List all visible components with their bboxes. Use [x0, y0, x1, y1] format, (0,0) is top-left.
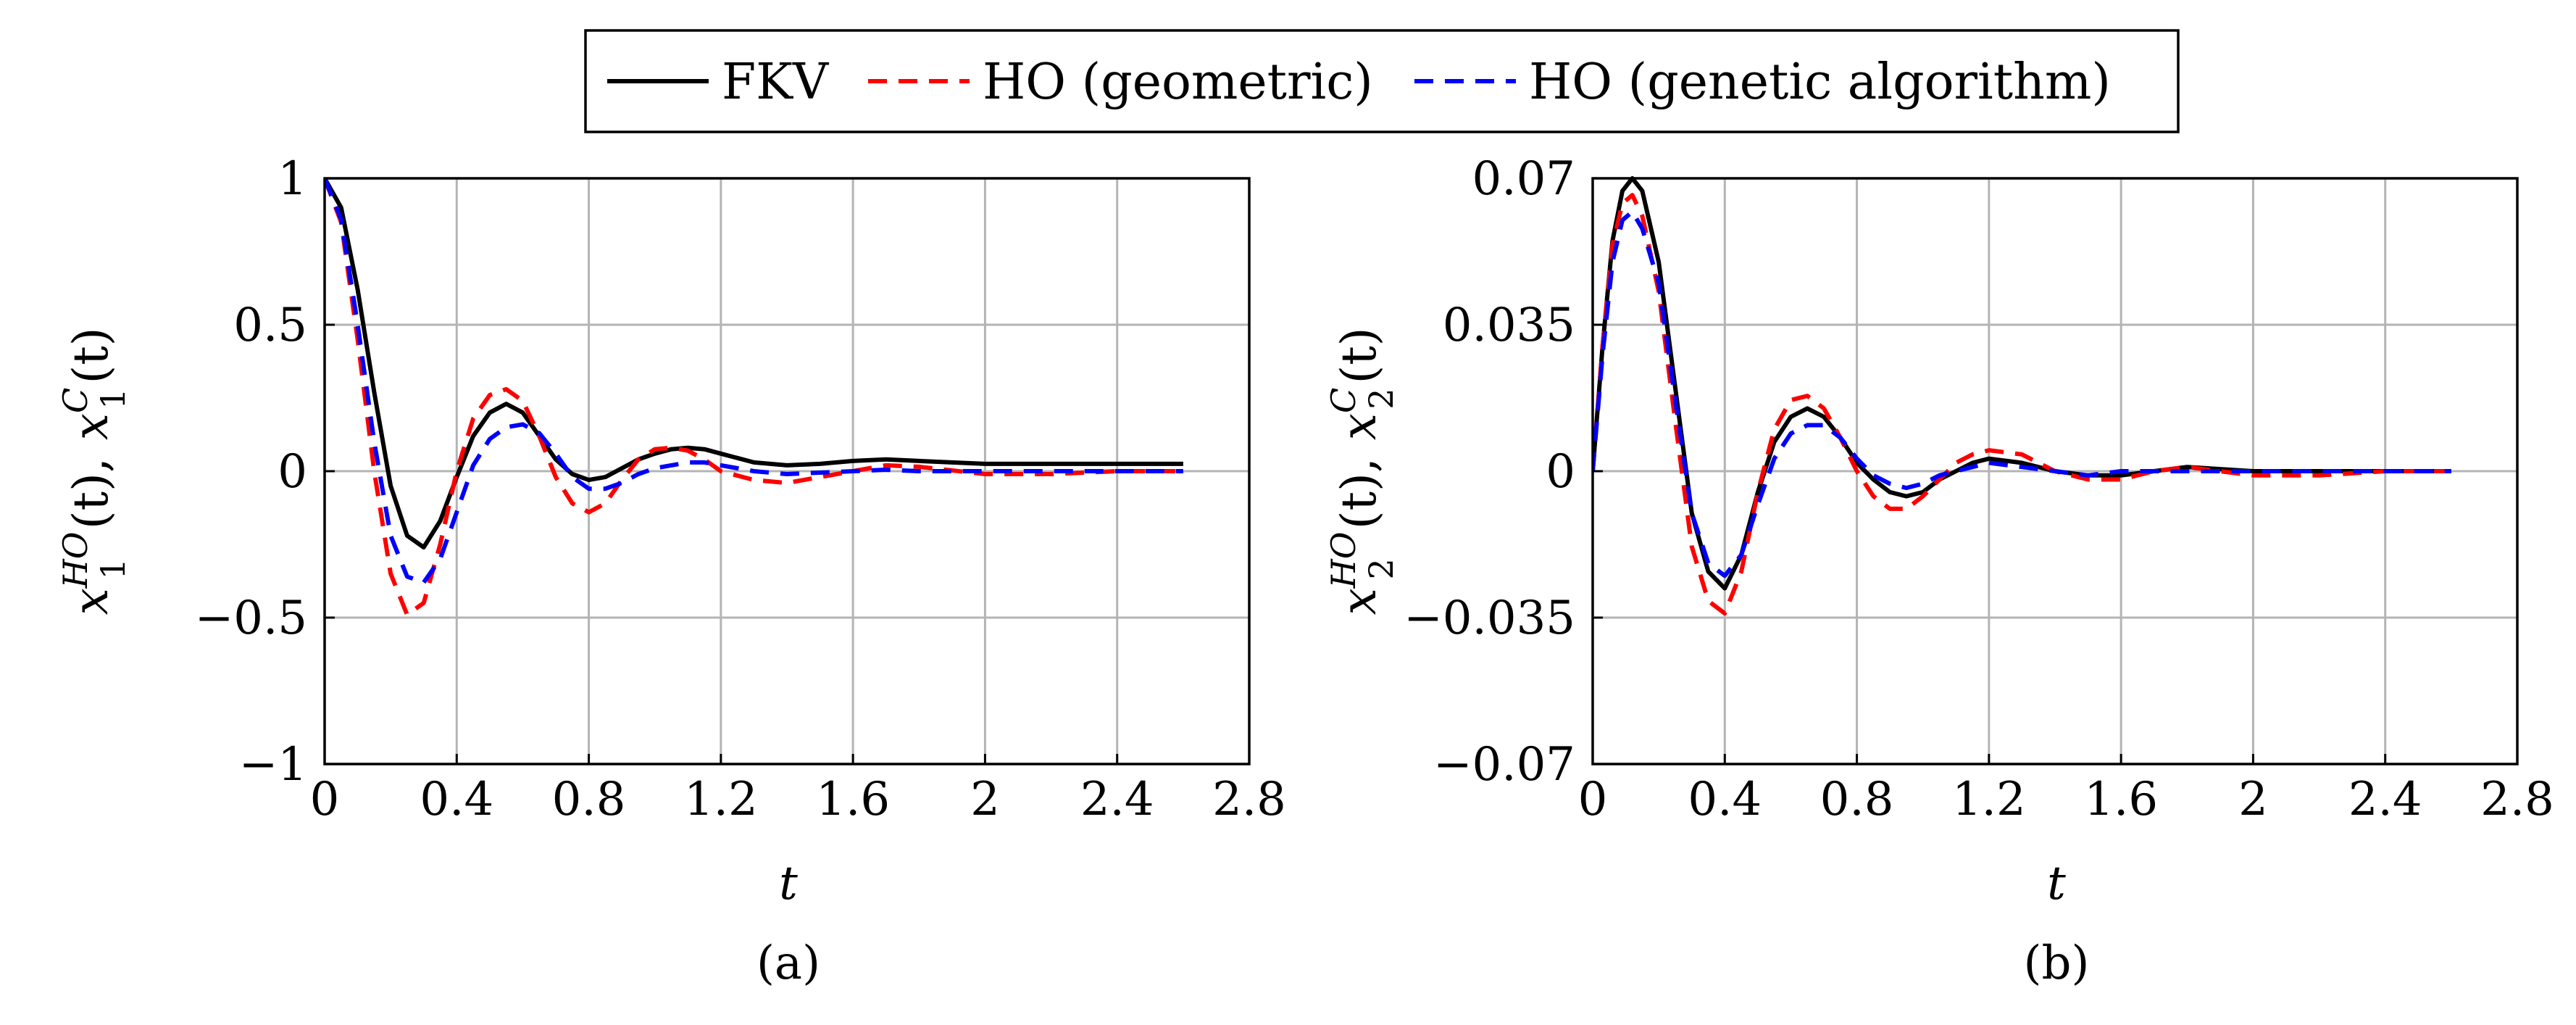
- panel-b-ylabel-a: x: [1331, 588, 1387, 615]
- panel-b-ytick-labels: −0.07 −0.035 0 0.035 0.07: [1404, 152, 1603, 792]
- panel-a-ylabel-b: x: [63, 413, 119, 440]
- panel-b-curves: [1593, 176, 2451, 616]
- panel-a-series-fkv: [325, 177, 1183, 549]
- panel-a-ylabel-a-arg: (t),: [63, 457, 119, 529]
- panel-a-series-ho-genetic-algorithm: [325, 177, 1183, 585]
- legend-label-ho-geometric: HO (geometric): [983, 54, 1373, 111]
- panel-a-xtick-7: 2.8: [1212, 773, 1286, 826]
- panel-a-xtick-0: 0: [310, 773, 340, 826]
- panel-b-ylabel-b-sub: 2: [1362, 388, 1401, 409]
- panel-a-ylabel-b-sup: C: [56, 388, 95, 413]
- panel-b-series-ho-geometric: [1593, 193, 2451, 616]
- panel-b-ytick-2: 0: [1546, 445, 1575, 499]
- panel-b-ylabel-a-arg: (t),: [1331, 457, 1387, 529]
- panel-a: 0 0.4 0.8 1.2 1.6 2 2.4 2.8 −1 −0.5 0 0.5 1 t (a) x…: [56, 152, 1286, 990]
- panel-a-series-ho-geometric: [325, 177, 1183, 617]
- panel-b-series-ho-genetic-algorithm: [1593, 209, 2451, 578]
- panel-a-xtick-6: 2.4: [1080, 773, 1154, 826]
- panel-b-xtick-1: 0.4: [1688, 773, 1762, 826]
- panel-a-ylabel: xHO1(t),xC1(t): [56, 327, 133, 615]
- panel-a-ytick-3: 0.5: [233, 299, 307, 352]
- panel-b-xtick-5: 2: [2238, 773, 2268, 826]
- panel-b-xtick-6: 2.4: [2348, 773, 2422, 826]
- panel-b-series-fkv: [1593, 176, 2451, 591]
- panel-b-ylabel-b: x: [1331, 413, 1387, 440]
- panel-a-xtick-2: 0.8: [552, 773, 626, 826]
- panel-b-xtick-3: 1.2: [1952, 773, 2026, 826]
- panel-b-xtick-7: 2.8: [2480, 773, 2554, 826]
- panel-b-xtick-labels: 0 0.4 0.8 1.2 1.6 2 2.4 2.8: [1578, 754, 2554, 826]
- panel-a-xtick-5: 2: [970, 773, 1000, 826]
- panel-a-ylabel-b-sub: 1: [93, 388, 133, 409]
- panel-a-xtick-4: 1.6: [816, 773, 890, 826]
- panel-b: 0 0.4 0.8 1.2 1.6 2 2.4 2.8 −0.07 −0.035 0 0.035 0.…: [1324, 152, 2554, 990]
- panel-a-caption: (a): [756, 937, 820, 990]
- panel-a-xtick-3: 1.2: [684, 773, 758, 826]
- panel-b-ylabel: xHO2(t),xC2(t): [1324, 327, 1401, 615]
- panel-b-ytick-0: −0.07: [1433, 738, 1575, 792]
- panel-b-ylabel-b-arg: (t): [1331, 327, 1387, 383]
- panel-a-ytick-1: −0.5: [195, 592, 307, 645]
- legend-label-fkv: FKV: [722, 54, 830, 111]
- panel-b-xlabel: t: [2047, 857, 2066, 910]
- panel-a-curves: [325, 177, 1183, 617]
- panel-a-ytick-4: 1: [278, 152, 307, 206]
- panel-a-ylabel-a-sup: HO: [56, 531, 95, 589]
- legend-entry-fkv: FKV: [607, 54, 830, 111]
- panel-a-ytick-0: −1: [239, 738, 307, 792]
- panel-b-ytick-4: 0.07: [1472, 152, 1576, 206]
- panel-b-ytick-1: −0.035: [1404, 592, 1575, 645]
- panel-b-xtick-2: 0.8: [1820, 773, 1894, 826]
- panel-a-xtick-1: 0.4: [420, 773, 493, 826]
- panel-b-caption: (b): [2024, 937, 2090, 990]
- panel-b-xtick-0: 0: [1578, 773, 1608, 826]
- legend: FKV HO (geometric) HO (genetic algorithm…: [584, 29, 2180, 133]
- panel-a-xtick-labels: 0 0.4 0.8 1.2 1.6 2 2.4 2.8: [310, 754, 1286, 826]
- panel-b-ytick-3: 0.035: [1443, 299, 1575, 352]
- panel-a-ylabel-b-arg: (t): [63, 327, 119, 383]
- panel-b-ylabel-a-sup: HO: [1324, 531, 1363, 589]
- panel-b-ylabel-b-sup: C: [1324, 388, 1363, 413]
- panel-a-ylabel-a: x: [63, 588, 119, 615]
- legend-frame: [584, 29, 2180, 133]
- panel-a-ytick-2: 0: [278, 445, 307, 499]
- panel-b-xtick-4: 1.6: [2084, 773, 2158, 826]
- legend-label-ho-genetic: HO (genetic algorithm): [1529, 54, 2111, 111]
- legend-entry-ho-geometric: HO (geometric): [868, 54, 1373, 111]
- panel-a-xlabel: t: [779, 857, 798, 910]
- panel-a-ytick-labels: −1 −0.5 0 0.5 1: [195, 152, 335, 792]
- panel-b-ylabel-a-sub: 2: [1362, 558, 1401, 579]
- legend-entry-ho-genetic: HO (genetic algorithm): [1414, 54, 2111, 111]
- panel-a-ylabel-a-sub: 1: [93, 558, 133, 579]
